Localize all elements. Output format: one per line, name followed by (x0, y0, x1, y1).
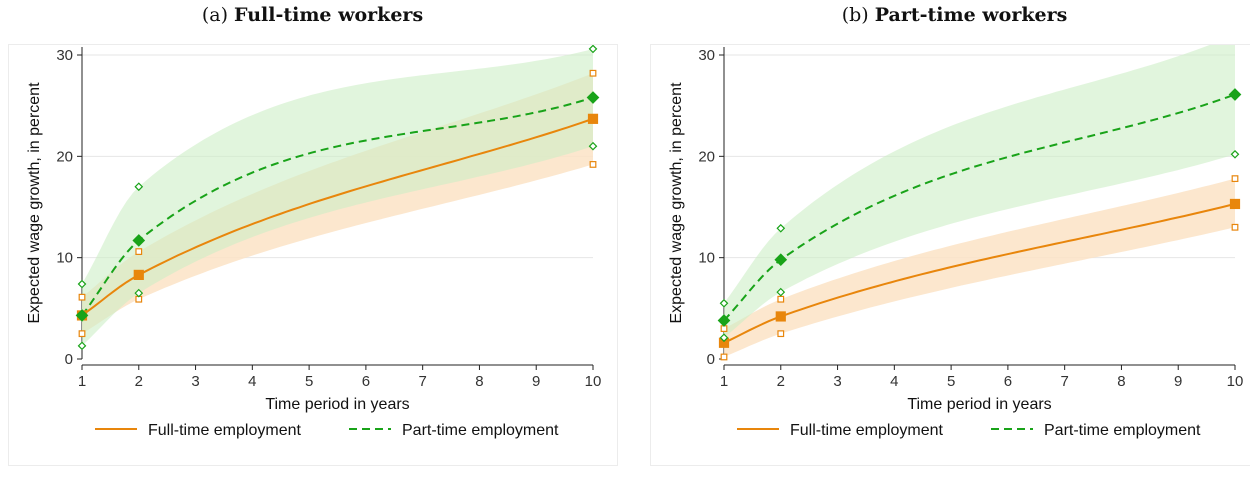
ci-point-full-time (589, 69, 597, 77)
ci-point-full-time (1231, 223, 1239, 231)
x-tick-label: 3 (191, 373, 199, 390)
y-tick-label: 10 (56, 250, 73, 267)
ci-point-part-time (719, 333, 729, 343)
y-tick-label: 0 (65, 351, 73, 368)
point-part-time (75, 309, 89, 322)
y-tick-label: 10 (698, 250, 715, 267)
ci-point-part-time (588, 45, 598, 54)
y-tick-label: 20 (698, 148, 715, 165)
ci-point-full-time (777, 330, 785, 338)
x-tick-label: 6 (362, 373, 370, 390)
y-axis-label: Expected wage growth, in percent (26, 82, 43, 324)
x-tick-label: 6 (1004, 373, 1012, 390)
panel-b: (b) Part-time workers 0 10 20 30 1 2 3 4 5 6 7 8 9 10… (642, 0, 1250, 491)
panel-b-title-text: Part-time workers (874, 4, 1068, 26)
y-tick-label: 0 (707, 351, 715, 368)
ci-point-full-time (135, 248, 143, 255)
panel-a: (a) Full-time workers 0 10 20 30 1 2 3 4 5 6 7 8 9 10… (0, 4, 625, 466)
ci-point-part-time (588, 141, 598, 151)
x-tick-label: 10 (585, 373, 602, 390)
legend-label-full-time: Full-time employment (790, 422, 943, 439)
ci-point-part-time (134, 182, 144, 192)
x-axis-label: Time period in years (265, 396, 409, 413)
legend-label-part-time: Part-time employment (1044, 422, 1201, 439)
ci-point-part-time (719, 298, 729, 308)
ci-point-part-time (776, 287, 786, 297)
y-tick-label: 20 (56, 148, 73, 165)
x-tick-label: 9 (1174, 373, 1182, 390)
x-tick-label: 3 (833, 373, 841, 390)
x-axis-label: Time period in years (907, 396, 1051, 413)
series-line-full-time (81, 117, 594, 317)
x-tick-label: 7 (418, 373, 426, 390)
ci-point-part-time (1230, 149, 1240, 159)
panel-a-title: (a) Full-time workers (0, 4, 625, 26)
point-full-time (775, 311, 786, 322)
y-tick-label: 30 (56, 47, 73, 64)
ci-point-full-time (78, 330, 86, 338)
x-tick-label: 8 (475, 373, 483, 390)
point-part-time (717, 314, 731, 327)
series-line-part-time (723, 93, 1236, 322)
series-line-part-time (81, 96, 594, 316)
ci-point-full-time (777, 295, 785, 303)
point-part-time (774, 253, 788, 267)
x-tick-label: 5 (305, 373, 313, 390)
ci-point-full-time (1231, 175, 1239, 183)
panel-a-label: (a) (201, 4, 228, 26)
point-part-time (1228, 88, 1242, 101)
panel-a-chart: 0 10 20 30 1 2 3 4 5 6 7 8 9 10 Time period in years Ex… (26, 45, 602, 439)
series-line-full-time (723, 203, 1236, 344)
x-tick-label: 1 (720, 373, 728, 390)
point-part-time (132, 234, 146, 247)
ci-point-full-time (589, 161, 597, 168)
point-full-time (133, 269, 144, 280)
ci-point-part-time (77, 341, 87, 351)
panel-b-label: (b) (841, 4, 869, 26)
ci-band-part-time (82, 48, 593, 346)
x-tick-label: 1 (78, 373, 86, 390)
panel-a-card: 0 10 20 30 1 2 3 4 5 6 7 8 9 10 Time period in years Ex… (8, 44, 618, 466)
y-axis-label: Expected wage growth, in percent (668, 82, 685, 324)
x-tick-label: 8 (1117, 373, 1125, 390)
legend-label-full-time: Full-time employment (148, 422, 301, 439)
point-full-time (1229, 198, 1241, 210)
legend-label-part-time: Part-time employment (402, 422, 559, 439)
ci-point-part-time (77, 279, 87, 289)
panel-b-chart: 0 10 20 30 1 2 3 4 5 6 7 8 9 10 Time period in years Ex… (668, 45, 1244, 439)
ci-band-full-time (724, 178, 1235, 357)
ci-band-part-time (724, 45, 1235, 338)
ci-point-part-time (776, 223, 786, 233)
x-tick-label: 7 (1060, 373, 1068, 390)
panel-b-card: 0 10 20 30 1 2 3 4 5 6 7 8 9 10 Time period in years Ex… (650, 44, 1250, 466)
x-tick-label: 5 (947, 373, 955, 390)
x-tick-label: 10 (1227, 373, 1244, 390)
point-full-time (587, 113, 599, 124)
x-tick-label: 2 (777, 373, 785, 390)
panel-b-title: (b) Part-time workers (642, 4, 1250, 26)
ci-point-full-time (78, 293, 86, 301)
panel-a-title-text: Full-time workers (234, 4, 424, 26)
x-tick-label: 2 (135, 373, 143, 390)
y-tick-label: 30 (698, 47, 715, 64)
x-tick-label: 9 (532, 373, 540, 390)
point-part-time (586, 91, 600, 104)
ci-point-part-time (134, 288, 144, 298)
ci-point-full-time (720, 353, 728, 361)
x-tick-label: 4 (248, 373, 256, 390)
x-tick-label: 4 (890, 373, 898, 390)
